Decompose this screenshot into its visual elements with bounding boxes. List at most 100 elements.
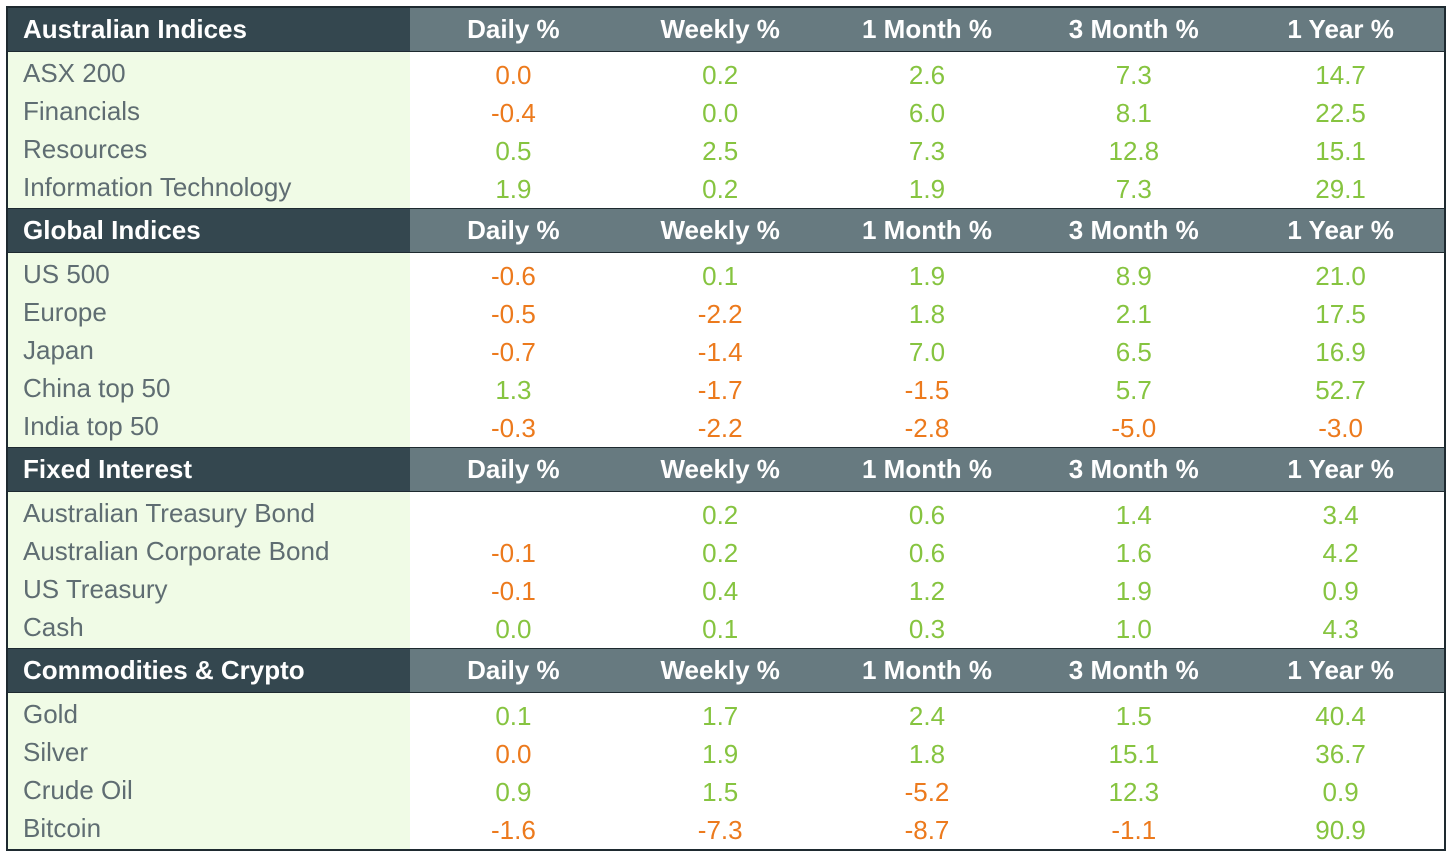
table-row: Resources 0.5 2.5 7.3 12.8 15.1: [8, 130, 1444, 168]
table-row: US 500 -0.6 0.1 1.9 8.9 21.0: [8, 255, 1444, 293]
table-row: Europe -0.5 -2.2 1.8 2.1 17.5: [8, 293, 1444, 331]
value-cell-1-year: 17.5: [1315, 299, 1366, 329]
value-cell-1-year: 4.2: [1322, 538, 1359, 568]
value-cell-weekly: 1.5: [702, 777, 739, 807]
row-label: Australian Treasury Bond: [8, 494, 410, 532]
value-cell-weekly: 1.9: [702, 739, 739, 769]
value-cell-1-month: 7.0: [908, 337, 946, 367]
value-cell-3-month: -1.1: [1111, 815, 1157, 845]
value-cell-1-month: 6.0: [908, 98, 946, 128]
value-cell-1-month: 2.6: [908, 60, 946, 90]
value-cell-daily: -0.1: [490, 538, 536, 568]
table-row: Crude Oil 0.9 1.5 -5.2 12.3 0.9: [8, 771, 1444, 809]
value-cell-3-month: 6.5: [1115, 337, 1152, 367]
value-cell-daily: -0.7: [490, 337, 536, 367]
value-cell-weekly: 0.2: [702, 60, 739, 90]
value-cell-1-year: 29.1: [1315, 174, 1366, 204]
section-rows: ASX 200 0.0 0.2 2.6 7.3 14.7 Financials -0.4 0.0…: [8, 52, 1444, 208]
value-cell-daily: 0.1: [495, 701, 532, 731]
row-label: US Treasury: [8, 570, 410, 608]
row-label: Gold: [8, 695, 410, 733]
value-cell-1-year: -3.0: [1318, 413, 1363, 443]
value-cell-daily: 0.9: [495, 777, 532, 807]
value-cell-weekly: 0.0: [702, 98, 739, 128]
column-header-1-month: 1 Month %: [823, 448, 1031, 491]
value-cell-3-month: 1.5: [1115, 701, 1152, 731]
value-cell-weekly: -1.4: [697, 337, 743, 367]
value-cell-daily: 1.3: [495, 375, 532, 405]
section-title: Fixed Interest: [8, 448, 410, 491]
value-cell-1-month: -8.7: [904, 815, 950, 845]
value-cell-daily: 0.0: [495, 739, 532, 769]
row-label: US 500: [8, 255, 410, 293]
row-label: Crude Oil: [8, 771, 410, 809]
section-header: Australian Indices Daily % Weekly % 1 Month…: [8, 8, 1444, 52]
value-cell-3-month: 8.9: [1115, 261, 1152, 291]
section-header: Global Indices Daily % Weekly % 1 Month % 3 …: [8, 209, 1444, 253]
column-header-3-month: 3 Month %: [1030, 448, 1238, 491]
table-row: Japan -0.7 -1.4 7.0 6.5 16.9: [8, 331, 1444, 369]
row-label: Resources: [8, 130, 410, 168]
table-row: China top 50 1.3 -1.7 -1.5 5.7 52.7: [8, 369, 1444, 407]
row-label: Europe: [8, 293, 410, 331]
value-cell-weekly: 0.2: [702, 538, 739, 568]
value-cell-1-year: 16.9: [1315, 337, 1366, 367]
value-cell-1-month: 1.8: [908, 299, 946, 329]
value-cell-weekly: 0.4: [702, 576, 739, 606]
section-australian-indices: Australian Indices Daily % Weekly % 1 Month…: [8, 8, 1444, 209]
column-header-1-month: 1 Month %: [823, 649, 1031, 692]
value-cell-1-month: 2.4: [908, 701, 946, 731]
value-cell-3-month: 1.9: [1115, 576, 1152, 606]
value-cell-3-month: 12.8: [1108, 136, 1160, 166]
table-row: India top 50 -0.3 -2.2 -2.8 -5.0 -3.0: [8, 407, 1444, 445]
column-header-weekly: Weekly %: [616, 649, 824, 692]
section-title: Commodities & Crypto: [8, 649, 410, 692]
value-cell-1-month: 0.3: [908, 614, 946, 644]
value-cell-daily: -1.6: [490, 815, 536, 845]
table-row: Bitcoin -1.6 -7.3 -8.7 -1.1 90.9: [8, 809, 1444, 847]
column-header-weekly: Weekly %: [616, 448, 824, 491]
value-cell-1-month: 1.9: [908, 174, 946, 204]
column-header-daily: Daily %: [410, 649, 617, 692]
value-cell-daily: -0.6: [490, 261, 536, 291]
value-cell-1-year: 36.7: [1315, 739, 1366, 769]
column-header-1-year: 1 Year %: [1237, 8, 1444, 51]
column-header-3-month: 3 Month %: [1030, 649, 1238, 692]
row-label: Australian Corporate Bond: [8, 532, 410, 570]
column-header-1-month: 1 Month %: [823, 8, 1031, 51]
value-cell-3-month: 8.1: [1115, 98, 1152, 128]
value-cell-1-year: 15.1: [1315, 136, 1366, 166]
table-row: Financials -0.4 0.0 6.0 8.1 22.5: [8, 92, 1444, 130]
value-cell-3-month: -5.0: [1111, 413, 1157, 443]
value-cell-1-year: 14.7: [1315, 60, 1366, 90]
value-cell-weekly: 1.7: [702, 701, 739, 731]
section-rows: Australian Treasury Bond 0.2 0.6 1.4 3.4 Aust…: [8, 492, 1444, 648]
table-row: Australian Corporate Bond -0.1 0.2 0.6 1.6 4.…: [8, 532, 1444, 570]
table-row: Cash 0.0 0.1 0.3 1.0 4.3: [8, 608, 1444, 646]
value-cell-weekly: 0.1: [702, 261, 739, 291]
row-label: Financials: [8, 92, 410, 130]
section-header: Fixed Interest Daily % Weekly % 1 Month % 3 …: [8, 448, 1444, 492]
value-cell-1-year: 22.5: [1315, 98, 1366, 128]
value-cell-1-year: 4.3: [1322, 614, 1359, 644]
value-cell-daily: 0.5: [495, 136, 532, 166]
row-label: China top 50: [8, 369, 410, 407]
table-row: Gold 0.1 1.7 2.4 1.5 40.4: [8, 695, 1444, 733]
table-row: Information Technology 1.9 0.2 1.9 7.3 29.1: [8, 168, 1444, 206]
value-cell-3-month: 12.3: [1108, 777, 1160, 807]
column-header-daily: Daily %: [410, 448, 617, 491]
value-cell-1-year: 0.9: [1322, 576, 1359, 606]
value-cell-1-month: -1.5: [904, 375, 950, 405]
value-cell-1-month: 7.3: [908, 136, 946, 166]
column-header-1-year: 1 Year %: [1237, 209, 1444, 252]
section-global-indices: Global Indices Daily % Weekly % 1 Month % 3 …: [8, 209, 1444, 448]
value-cell-weekly: -2.2: [697, 299, 743, 329]
value-cell-daily: -0.4: [490, 98, 536, 128]
column-header-1-year: 1 Year %: [1237, 649, 1444, 692]
value-cell-3-month: 1.4: [1115, 500, 1152, 530]
section-rows: Gold 0.1 1.7 2.4 1.5 40.4 Silver 0.0 1.9 1.8 15.1 3…: [8, 693, 1444, 849]
value-cell-3-month: 15.1: [1108, 739, 1160, 769]
value-cell-weekly: -2.2: [697, 413, 743, 443]
value-cell-weekly: -1.7: [697, 375, 743, 405]
value-cell-1-year: 21.0: [1315, 261, 1366, 291]
